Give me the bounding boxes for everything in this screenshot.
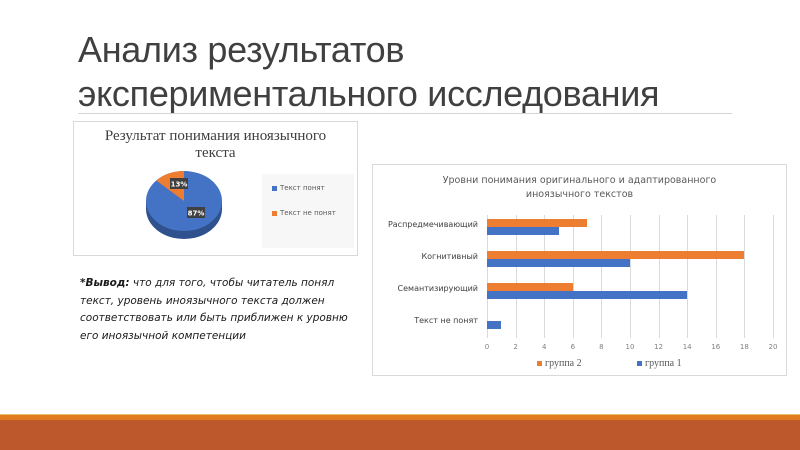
gridline (572, 215, 574, 338)
pie-legend-item-understood: Текст понят (272, 184, 325, 192)
bar-legend-label: группа 1 (645, 358, 682, 369)
gridline (630, 215, 631, 338)
bar-plot-area (487, 215, 774, 338)
slide-title: Анализ результатов экспериментального ис… (78, 28, 778, 116)
bar-kognitivny-group2[interactable] (487, 251, 745, 259)
pie-legend-label: Текст не понят (280, 209, 336, 217)
footer-stripe (0, 415, 800, 420)
gridline (601, 215, 603, 338)
legend-swatch-blue (272, 185, 277, 191)
pie-graphic: 13% 87% (146, 171, 222, 239)
x-tick: 10 (625, 343, 635, 351)
bar-kognitivny-group1[interactable] (487, 259, 630, 267)
gridline (715, 215, 717, 338)
category-label: Распредмечивающий (387, 220, 478, 229)
x-tick: 0 (484, 343, 490, 351)
gridline (687, 215, 689, 338)
bar-ne-ponyat-group1[interactable] (487, 321, 502, 329)
category-label: Когнитивный (421, 252, 478, 261)
x-tick: 6 (570, 343, 576, 351)
gridline (544, 215, 546, 338)
legend-swatch-orange (537, 361, 542, 366)
conclusion-text: *Вывод: что для того, чтобы читатель пон… (80, 275, 365, 345)
x-tick: 12 (654, 343, 664, 351)
gridline (658, 215, 660, 338)
bar-raspredmech-group2[interactable] (487, 219, 588, 227)
title-divider (78, 113, 732, 114)
category-label: Семантизирующий (397, 284, 478, 293)
bar-semantiz-group2[interactable] (487, 283, 573, 291)
pie-chart[interactable]: Результат понимания иноязычного текста 1… (73, 121, 358, 256)
bar-raspredmech-group1[interactable] (487, 227, 559, 235)
conclusion-body: что для того, чтобы читатель понял текст… (80, 277, 348, 342)
pie-title-line2: текста (195, 145, 236, 161)
pie-chart-title: Результат понимания иноязычного текста (74, 128, 357, 162)
legend-swatch-blue (637, 361, 642, 366)
footer-highlight (0, 414, 800, 415)
slide-title-line1: Анализ результатов (78, 29, 405, 70)
bar-semantiz-group1[interactable] (487, 291, 688, 299)
pie-legend-item-not-understood: Текст не понят (272, 209, 336, 217)
pie-label-13: 13% (171, 181, 188, 189)
x-tick: 18 (739, 343, 749, 351)
gridline (487, 215, 488, 338)
bar-chart[interactable]: Уровни понимания оригинального и адаптир… (372, 164, 787, 376)
conclusion-lead: *Вывод: (80, 277, 130, 289)
footer-band (0, 420, 800, 450)
bar-title-line1: Уровни понимания оригинального и адаптир… (442, 175, 717, 186)
x-tick: 4 (541, 343, 547, 351)
gridline (773, 215, 774, 338)
bar-chart-title: Уровни понимания оригинального и адаптир… (373, 174, 786, 202)
pie-label-87: 87% (188, 210, 205, 218)
slide-title-line2: экспериментального исследования (78, 73, 660, 114)
category-label: Текст не понят (414, 316, 478, 325)
gridline (744, 215, 746, 338)
pie-legend-label: Текст понят (280, 184, 325, 192)
bar-title-line2: иноязычного текстов (525, 189, 634, 200)
pie-legend: Текст понят Текст не понят (262, 174, 354, 248)
pie-title-line1: Результат понимания иноязычного (104, 128, 327, 144)
gridline (515, 215, 517, 338)
x-tick: 20 (768, 343, 778, 351)
x-tick: 14 (682, 343, 692, 351)
bar-legend-group1: группа 1 (637, 358, 682, 369)
bar-legend-label: группа 2 (545, 358, 582, 369)
x-tick: 2 (513, 343, 518, 351)
x-tick: 16 (711, 343, 721, 351)
bar-legend-group2: группа 2 (537, 358, 582, 369)
legend-swatch-orange (272, 210, 277, 216)
x-tick: 8 (599, 343, 604, 351)
